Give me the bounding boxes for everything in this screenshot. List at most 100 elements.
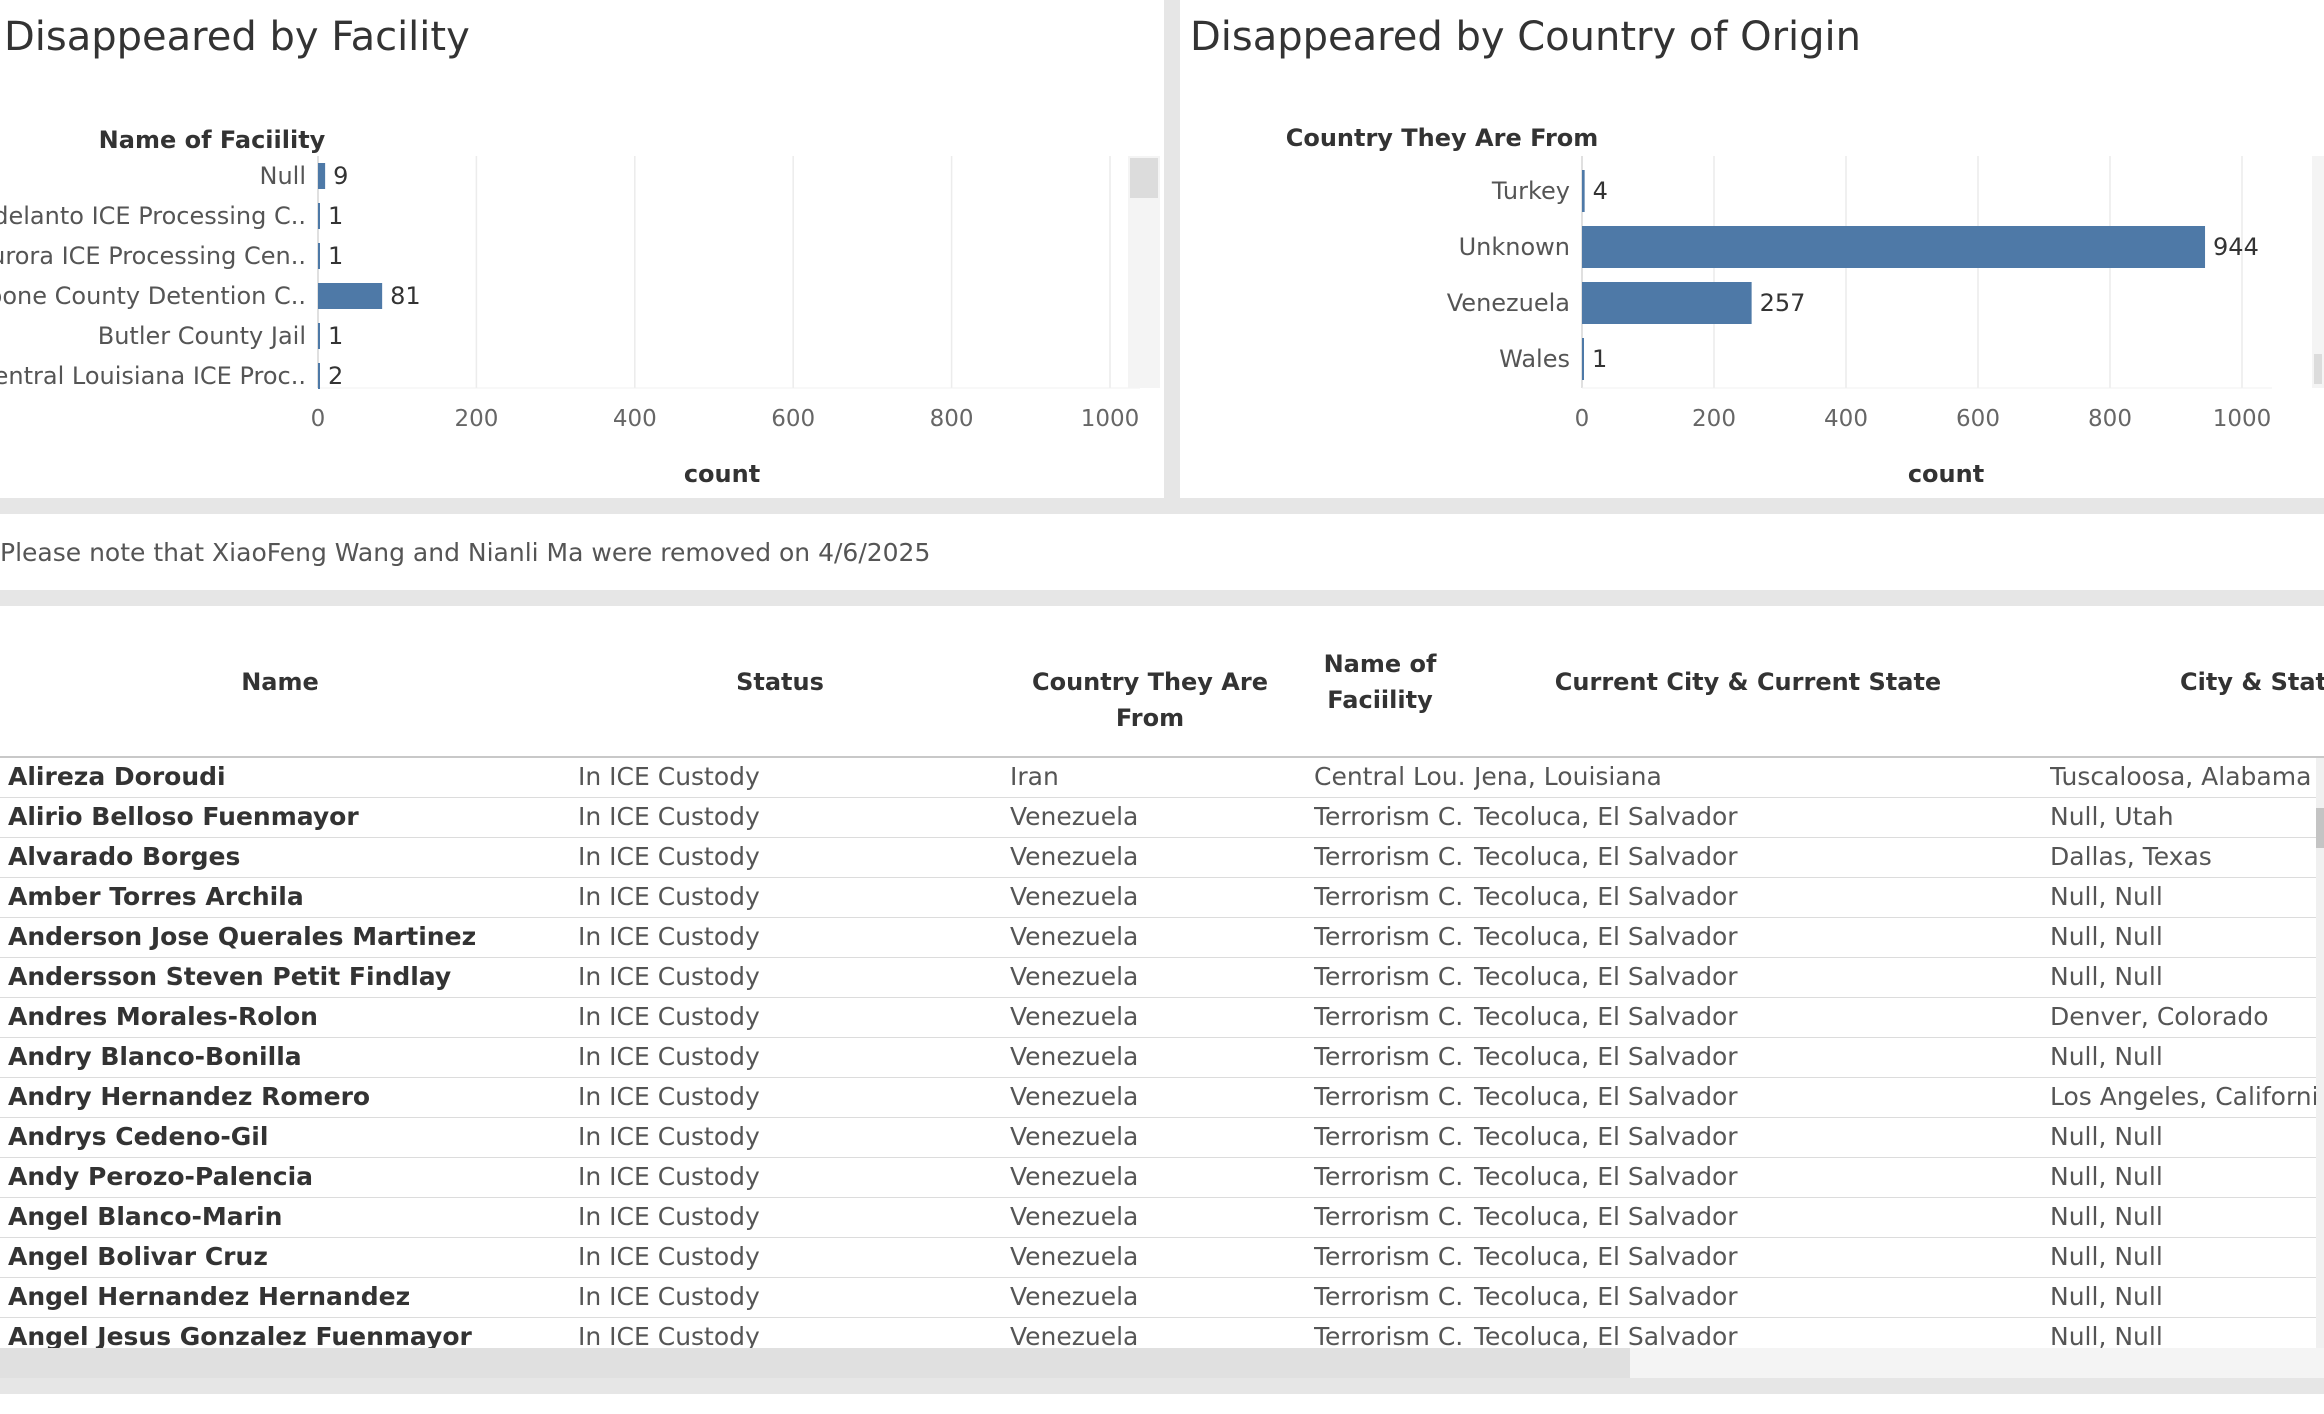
cell-origin-location: Tuscaloosa, Alabama <box>2050 762 2312 791</box>
cell-country: Venezuela <box>1010 1242 1139 1271</box>
cell-facility: Terrorism C.. <box>1314 1242 1464 1271</box>
cell-status: In ICE Custody <box>578 1122 760 1151</box>
y-axis-title: Country They Are From <box>1286 124 1599 152</box>
cell-current-location: Tecoluca, El Salvador <box>1474 1322 1738 1348</box>
facility-chart-title: Disappeared by Facility <box>4 14 470 60</box>
cell-country: Venezuela <box>1010 1002 1139 1031</box>
bar-boone-county-detention-c <box>318 283 383 309</box>
chart-scrollbar-track[interactable] <box>2312 156 2324 388</box>
x-tick-label: 1000 <box>2213 406 2272 432</box>
cell-name: Angel Jesus Gonzalez Fuenmayor <box>8 1322 472 1348</box>
cell-status: In ICE Custody <box>578 1282 760 1311</box>
category-label-turkey: Turkey <box>1491 177 1570 205</box>
table-row[interactable]: Amber Torres Archila In ICE Custody Venezu… <box>0 878 2324 918</box>
table-row[interactable]: Angel Hernandez Hernandez In ICE Custody V… <box>0 1278 2324 1318</box>
cell-origin-location: Null, Utah <box>2050 802 2174 831</box>
vertical-scroll-thumb[interactable] <box>2316 808 2324 848</box>
cell-status: In ICE Custody <box>578 1162 760 1191</box>
table-row[interactable]: Alvarado Borges In ICE Custody Venezuela Te… <box>0 838 2324 878</box>
chart-scrollbar-thumb[interactable] <box>1130 158 1158 198</box>
cell-country: Venezuela <box>1010 802 1139 831</box>
cell-current-location: Tecoluca, El Salvador <box>1474 1162 1738 1191</box>
note-panel: Please note that XiaoFeng Wang and Nianl… <box>0 514 2324 590</box>
category-label-central-louisiana-ice-proc: Central Louisiana ICE Proc.. <box>0 362 306 390</box>
value-label-turkey: 4 <box>1593 177 1608 205</box>
chart-scrollbar-thumb[interactable] <box>2314 354 2322 384</box>
col-header-facility-line2: Faciility <box>1327 686 1433 714</box>
x-tick-label: 800 <box>930 406 974 432</box>
value-label-adelanto-ice-processing-c: 1 <box>328 202 343 230</box>
table-row[interactable]: Alireza Doroudi In ICE Custody Iran Central… <box>0 758 2324 798</box>
table-row[interactable]: Andy Perozo-Palencia In ICE Custody Venezu… <box>0 1158 2324 1198</box>
bar-unknown <box>1582 226 2206 268</box>
x-axis-title: count <box>684 460 760 488</box>
col-header-current-location[interactable]: Current City & Current State <box>1554 668 1942 696</box>
horizontal-scroll-thumb[interactable] <box>0 1348 1630 1378</box>
col-header-country[interactable]: Country They Are From <box>1031 668 1268 732</box>
cell-name: Andry Hernandez Romero <box>8 1082 371 1111</box>
cell-status: In ICE Custody <box>578 802 760 831</box>
table-row[interactable]: Andersson Steven Petit Findlay In ICE Cus… <box>0 958 2324 998</box>
table-row[interactable]: Angel Bolivar Cruz In ICE Custody Venezuel… <box>0 1238 2324 1278</box>
cell-origin-location: Null, Null <box>2050 1322 2163 1348</box>
col-header-facility-line1: Name of <box>1323 650 1437 678</box>
cell-current-location: Tecoluca, El Salvador <box>1474 962 1738 991</box>
table-row[interactable]: Angel Jesus Gonzalez Fuenmayor In ICE Cus… <box>0 1318 2324 1348</box>
cell-country: Venezuela <box>1010 962 1139 991</box>
table-row[interactable]: Andrys Cedeno-Gil In ICE Custody Venezuela… <box>0 1118 2324 1158</box>
table-header: Name Status Country They Are From Name o… <box>0 606 2324 758</box>
x-tick-label: 800 <box>2088 406 2132 432</box>
value-label-central-louisiana-ice-proc: 2 <box>328 362 343 390</box>
table-row[interactable]: Anderson Jose Querales Martinez In ICE Cu… <box>0 918 2324 958</box>
col-header-status[interactable]: Status <box>736 668 824 696</box>
cell-name: Andres Morales-Rolon <box>8 1002 318 1031</box>
x-tick-label: 0 <box>1575 406 1590 432</box>
cell-current-location: Tecoluca, El Salvador <box>1474 1242 1738 1271</box>
table-row[interactable]: Angel Blanco-Marin In ICE Custody Venezuel… <box>0 1198 2324 1238</box>
x-tick-label: 400 <box>1824 406 1868 432</box>
cell-facility: Terrorism C.. <box>1314 1322 1464 1348</box>
cell-current-location: Tecoluca, El Salvador <box>1474 802 1738 831</box>
cell-country: Venezuela <box>1010 1202 1139 1231</box>
cell-current-location: Tecoluca, El Salvador <box>1474 1082 1738 1111</box>
cell-facility: Terrorism C.. <box>1314 882 1464 911</box>
table-row[interactable]: Alirio Belloso Fuenmayor In ICE Custody Ve… <box>0 798 2324 838</box>
table-horizontal-scrollbar[interactable] <box>0 1348 2324 1378</box>
cell-origin-location: Null, Null <box>2050 922 2163 951</box>
col-header-origin-location[interactable]: City & Stat <box>2180 668 2324 696</box>
x-tick-label: 600 <box>771 406 815 432</box>
cell-current-location: Tecoluca, El Salvador <box>1474 1282 1738 1311</box>
table-row[interactable]: Andres Morales-Rolon In ICE Custody Venezu… <box>0 998 2324 1038</box>
cell-name: Andry Blanco-Bonilla <box>8 1042 302 1071</box>
table-row[interactable]: Andry Blanco-Bonilla In ICE Custody Venezu… <box>0 1038 2324 1078</box>
category-label-venezuela: Venezuela <box>1447 289 1570 317</box>
removal-note: Please note that XiaoFeng Wang and Nianl… <box>0 538 931 567</box>
cell-name: Anderson Jose Querales Martinez <box>8 922 477 951</box>
country-chart-title: Disappeared by Country of Origin <box>1190 14 1862 60</box>
cell-country: Venezuela <box>1010 1122 1139 1151</box>
bar-adelanto-ice-processing-c <box>318 203 320 229</box>
cell-status: In ICE Custody <box>578 1202 760 1231</box>
cell-current-location: Tecoluca, El Salvador <box>1474 1042 1738 1071</box>
value-label-aurora-ice-processing-cen: 1 <box>328 242 343 270</box>
table-row[interactable]: Andry Hernandez Romero In ICE Custody Vene… <box>0 1078 2324 1118</box>
cell-facility: Terrorism C.. <box>1314 1202 1464 1231</box>
cell-country: Venezuela <box>1010 842 1139 871</box>
table-vertical-scrollbar[interactable] <box>2316 758 2324 1348</box>
cell-country: Venezuela <box>1010 1322 1139 1348</box>
col-header-facility[interactable]: Name of Faciility <box>1300 646 1460 718</box>
cell-facility: Terrorism C.. <box>1314 802 1464 831</box>
cell-current-location: Tecoluca, El Salvador <box>1474 922 1738 951</box>
cell-name: Angel Hernandez Hernandez <box>8 1282 411 1311</box>
country-bar-chart[interactable]: Country They Are From Turkey 4 Unknown 944 Ve… <box>1180 0 2324 498</box>
bar-turkey <box>1582 170 1585 212</box>
cell-name: Angel Bolivar Cruz <box>8 1242 268 1271</box>
cell-country: Venezuela <box>1010 1082 1139 1111</box>
cell-origin-location: Los Angeles, California <box>2050 1082 2316 1111</box>
y-axis-title: Name of Faciility <box>99 126 326 154</box>
facility-bar-chart[interactable]: Name of Faciility Null 9 Adelanto ICE Proce… <box>0 0 1164 498</box>
cell-current-location: Tecoluca, El Salvador <box>1474 1202 1738 1231</box>
col-header-name[interactable]: Name <box>241 668 319 696</box>
cell-status: In ICE Custody <box>578 762 760 791</box>
category-label-unknown: Unknown <box>1459 233 1570 261</box>
